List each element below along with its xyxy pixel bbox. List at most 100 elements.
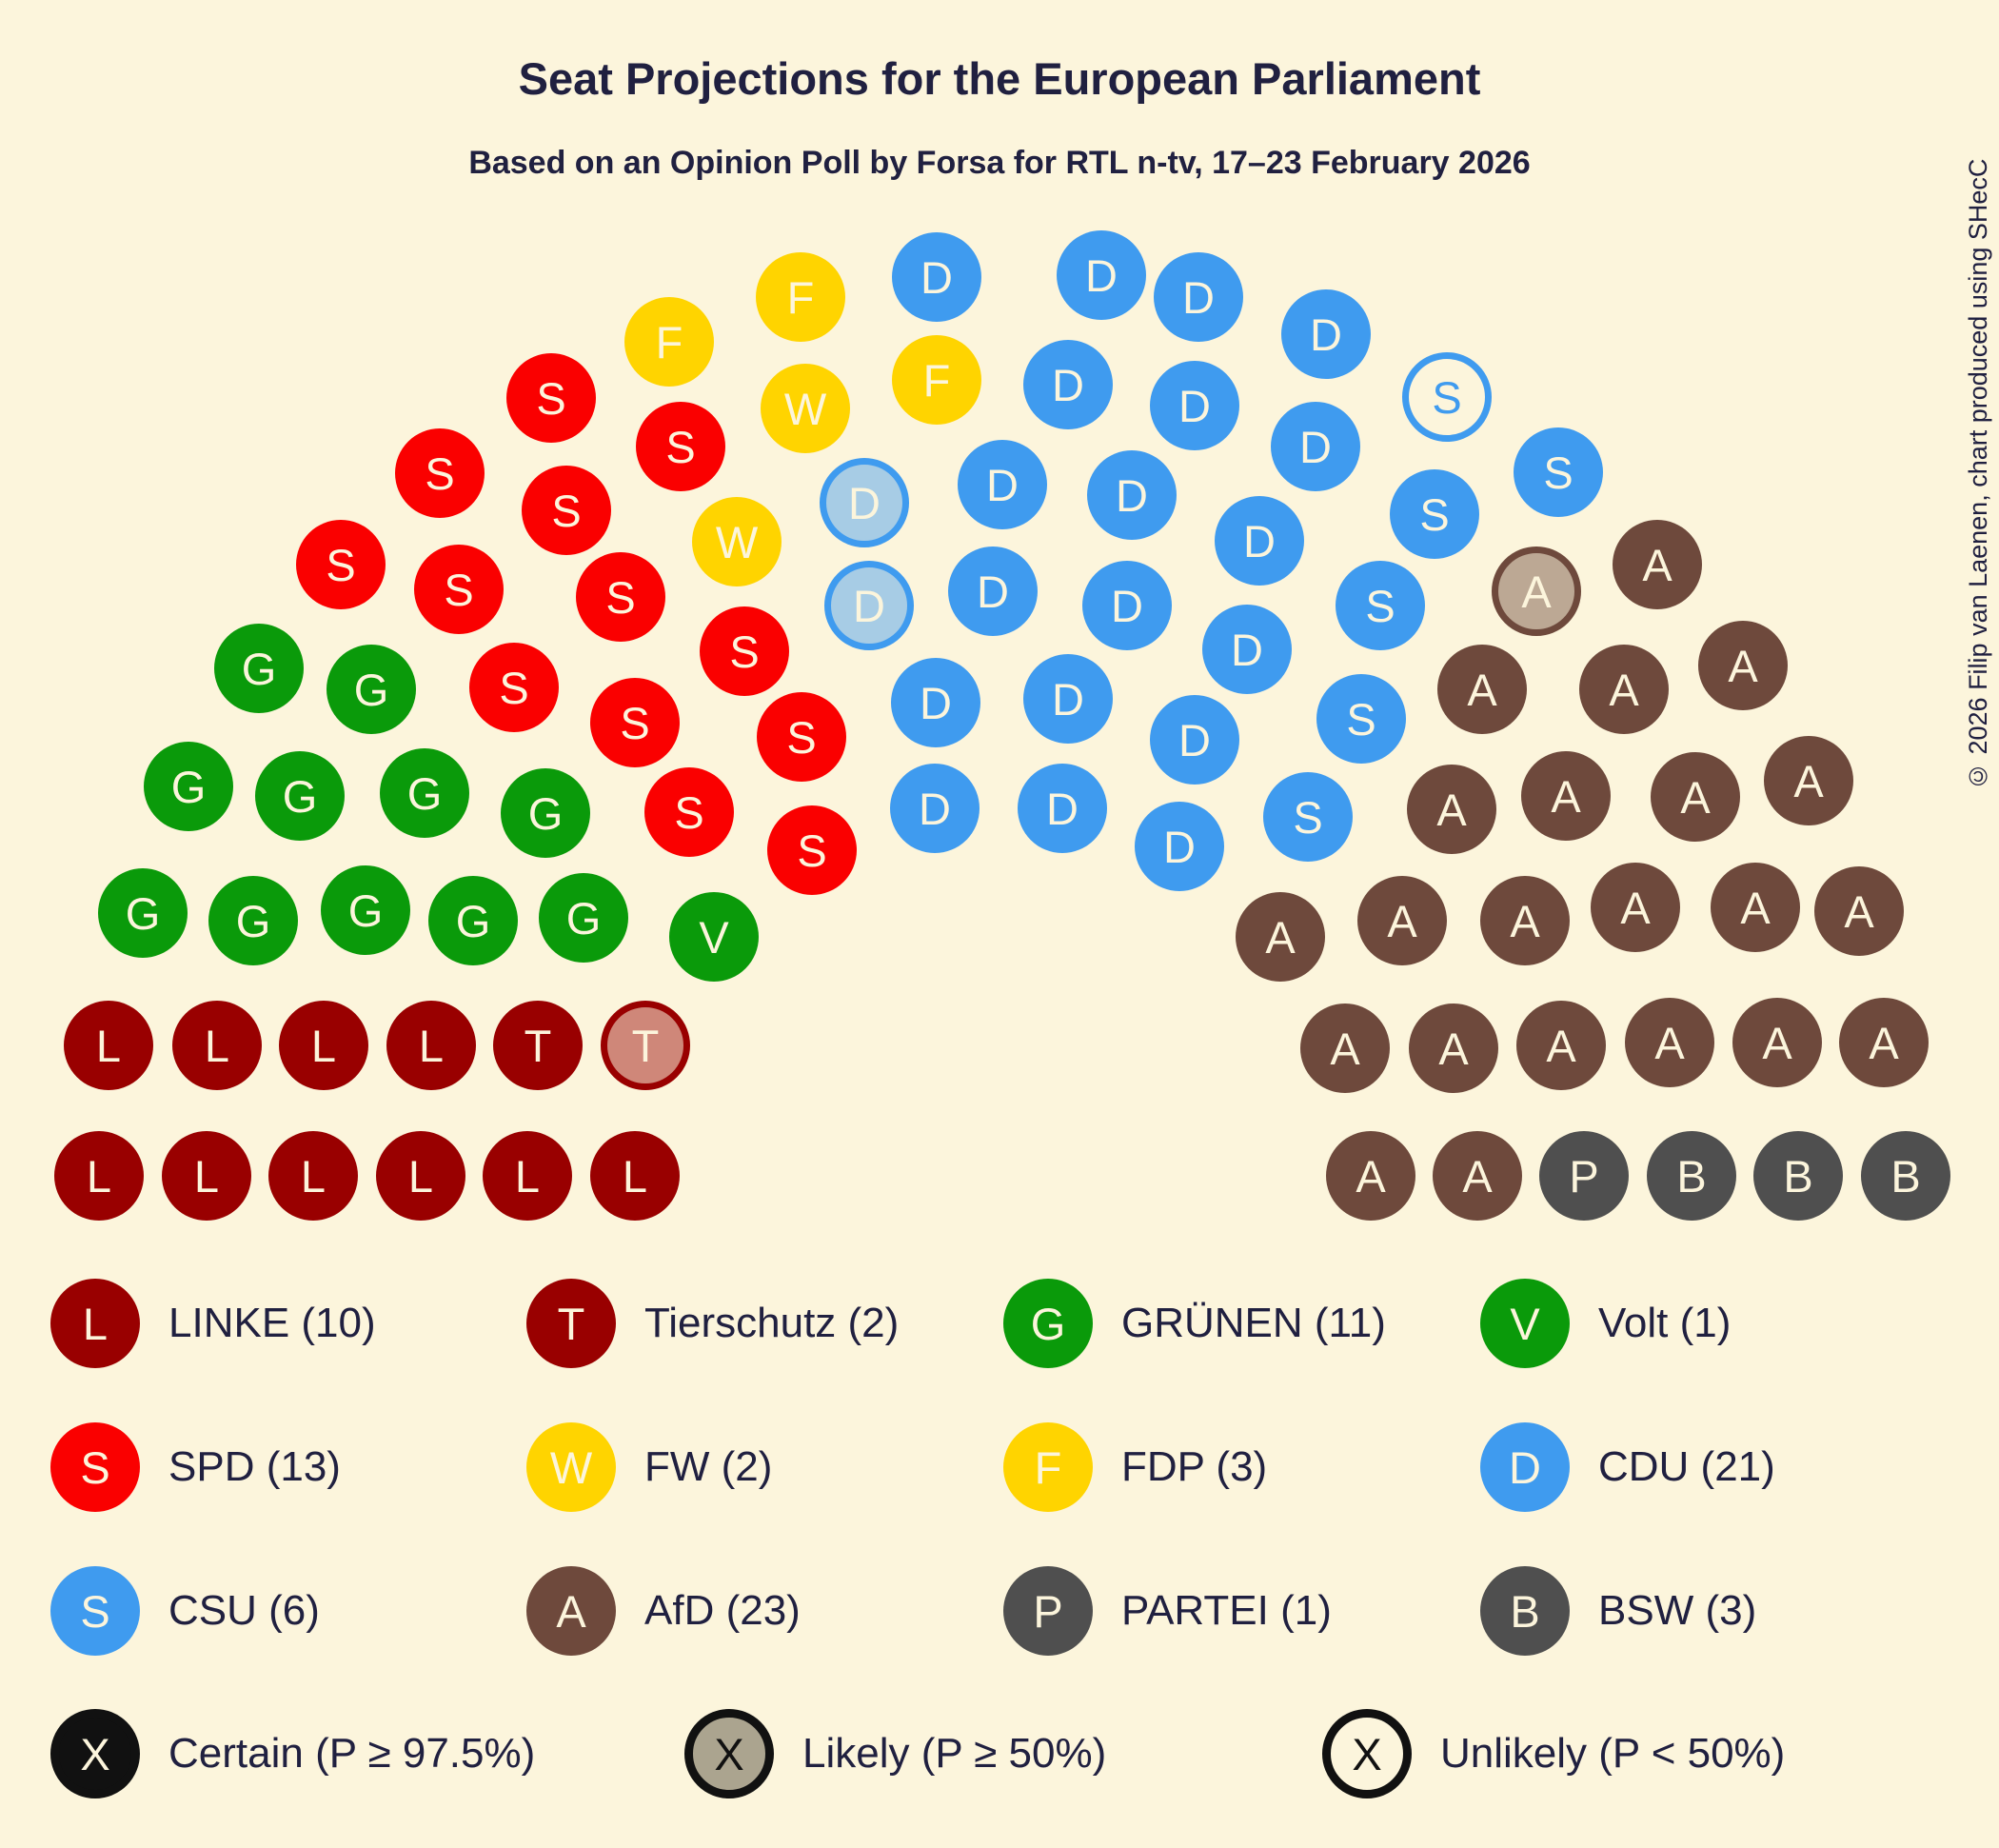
seat-gruenen: G	[428, 876, 518, 965]
seat-afd: A	[1732, 998, 1822, 1087]
seat-afd: A	[1625, 998, 1714, 1087]
seat-spd: S	[522, 466, 611, 555]
seat-afd: A	[1839, 998, 1929, 1087]
legend-label-partei: PARTEI (1)	[1121, 1587, 1332, 1634]
seat-csu: S	[1402, 352, 1492, 442]
certainty-label-unlikely: Unlikely (P < 50%)	[1440, 1730, 1786, 1777]
seat-linke: L	[268, 1131, 358, 1221]
seat-linke: L	[54, 1131, 144, 1221]
legend-item-tierschutz: T Tierschutz (2)	[526, 1279, 899, 1368]
certainty-item-unlikely: X Unlikely (P < 50%)	[1322, 1709, 1785, 1798]
seat-afd: A	[1698, 621, 1788, 710]
seat-cdu: D	[1150, 361, 1239, 450]
seat-cdu: D	[890, 764, 980, 853]
certainty-swatch-unlikely: X	[1322, 1709, 1412, 1798]
seat-spd: S	[644, 767, 734, 857]
legend-item-linke: L LINKE (10)	[50, 1279, 376, 1368]
legend-item-fdp: F FDP (3)	[1003, 1422, 1267, 1512]
seat-gruenen: G	[380, 748, 469, 838]
seat-afd: A	[1579, 645, 1669, 734]
legend-swatch-csu: S	[50, 1566, 140, 1656]
seat-cdu: D	[824, 561, 914, 650]
seat-bsw: B	[1647, 1131, 1736, 1221]
seat-fdp: F	[892, 335, 981, 425]
seat-gruenen: G	[98, 868, 188, 958]
seat-linke: L	[386, 1001, 476, 1090]
legend-swatch-tierschutz: T	[526, 1279, 616, 1368]
seat-fdp: F	[624, 297, 714, 387]
legend-label-spd: SPD (13)	[168, 1443, 341, 1490]
legend-swatch-fw: W	[526, 1422, 616, 1512]
legend-swatch-fdp: F	[1003, 1422, 1093, 1512]
legend-swatch-linke: L	[50, 1279, 140, 1368]
seat-afd: A	[1357, 876, 1447, 965]
seat-linke: L	[590, 1131, 680, 1221]
seat-afd: A	[1433, 1131, 1522, 1221]
seat-afd: A	[1236, 892, 1325, 982]
seat-gruenen: G	[539, 873, 628, 963]
legend-swatch-spd: S	[50, 1422, 140, 1512]
certainty-swatch-likely: X	[684, 1709, 774, 1798]
seat-afd: A	[1711, 863, 1800, 952]
seat-csu: S	[1263, 772, 1353, 862]
legend-swatch-gruenen: G	[1003, 1279, 1093, 1368]
seat-cdu: D	[820, 458, 909, 547]
seat-spd: S	[395, 428, 485, 518]
seat-cdu: D	[958, 440, 1047, 529]
legend-swatch-afd: A	[526, 1566, 616, 1656]
seat-bsw: B	[1861, 1131, 1950, 1221]
legend-item-afd: A AfD (23)	[526, 1566, 801, 1656]
seat-afd: A	[1521, 751, 1611, 841]
certainty-label-certain: Certain (P ≥ 97.5%)	[168, 1730, 536, 1777]
legend-swatch-cdu: D	[1480, 1422, 1570, 1512]
seat-cdu: D	[1018, 764, 1107, 853]
seat-cdu: D	[1023, 340, 1113, 429]
seat-cdu: D	[1023, 654, 1113, 744]
chart-title: Seat Projections for the European Parlia…	[518, 53, 1481, 104]
legend-swatch-bsw: B	[1480, 1566, 1570, 1656]
seat-linke: L	[172, 1001, 262, 1090]
legend-item-gruenen: G GRÜNEN (11)	[1003, 1279, 1386, 1368]
seat-cdu: D	[1135, 802, 1224, 891]
seat-afd: A	[1407, 765, 1496, 854]
seat-cdu: D	[1082, 561, 1172, 650]
seat-afd: A	[1613, 520, 1702, 609]
seat-linke: L	[376, 1131, 465, 1221]
legend-item-bsw: B BSW (3)	[1480, 1566, 1756, 1656]
seat-cdu: D	[1202, 605, 1292, 694]
seat-bsw: B	[1753, 1131, 1843, 1221]
seat-cdu: D	[1281, 289, 1371, 379]
legend-label-fw: FW (2)	[644, 1443, 773, 1490]
legend-label-afd: AfD (23)	[644, 1587, 801, 1634]
seat-fw: W	[692, 497, 782, 586]
legend-label-fdp: FDP (3)	[1121, 1443, 1268, 1490]
certainty-label-likely: Likely (P ≥ 50%)	[802, 1730, 1107, 1777]
seat-spd: S	[469, 643, 559, 732]
seat-spd: S	[590, 678, 680, 767]
seat-gruenen: G	[327, 645, 416, 734]
seat-afd: A	[1437, 645, 1527, 734]
seat-gruenen: G	[321, 865, 410, 955]
chart-subtitle: Based on an Opinion Poll by Forsa for RT…	[468, 145, 1531, 181]
legend-swatch-volt: V	[1480, 1279, 1570, 1368]
seat-spd: S	[296, 520, 386, 609]
seat-spd: S	[767, 805, 857, 895]
seat-cdu: D	[948, 546, 1038, 636]
seat-spd: S	[414, 545, 504, 634]
seat-afd: A	[1651, 752, 1740, 842]
seat-linke: L	[64, 1001, 153, 1090]
seat-afd: A	[1326, 1131, 1415, 1221]
seat-gruenen: G	[214, 624, 304, 713]
seat-afd: A	[1300, 1003, 1390, 1093]
seat-afd: A	[1814, 866, 1904, 956]
seat-linke: L	[162, 1131, 251, 1221]
seat-cdu: D	[892, 232, 981, 322]
seat-afd: A	[1591, 863, 1680, 952]
seat-gruenen: G	[255, 751, 345, 841]
seat-tierschutz: T	[601, 1001, 690, 1090]
seat-linke: L	[279, 1001, 368, 1090]
legend-item-fw: W FW (2)	[526, 1422, 772, 1512]
seat-csu: S	[1514, 427, 1603, 517]
